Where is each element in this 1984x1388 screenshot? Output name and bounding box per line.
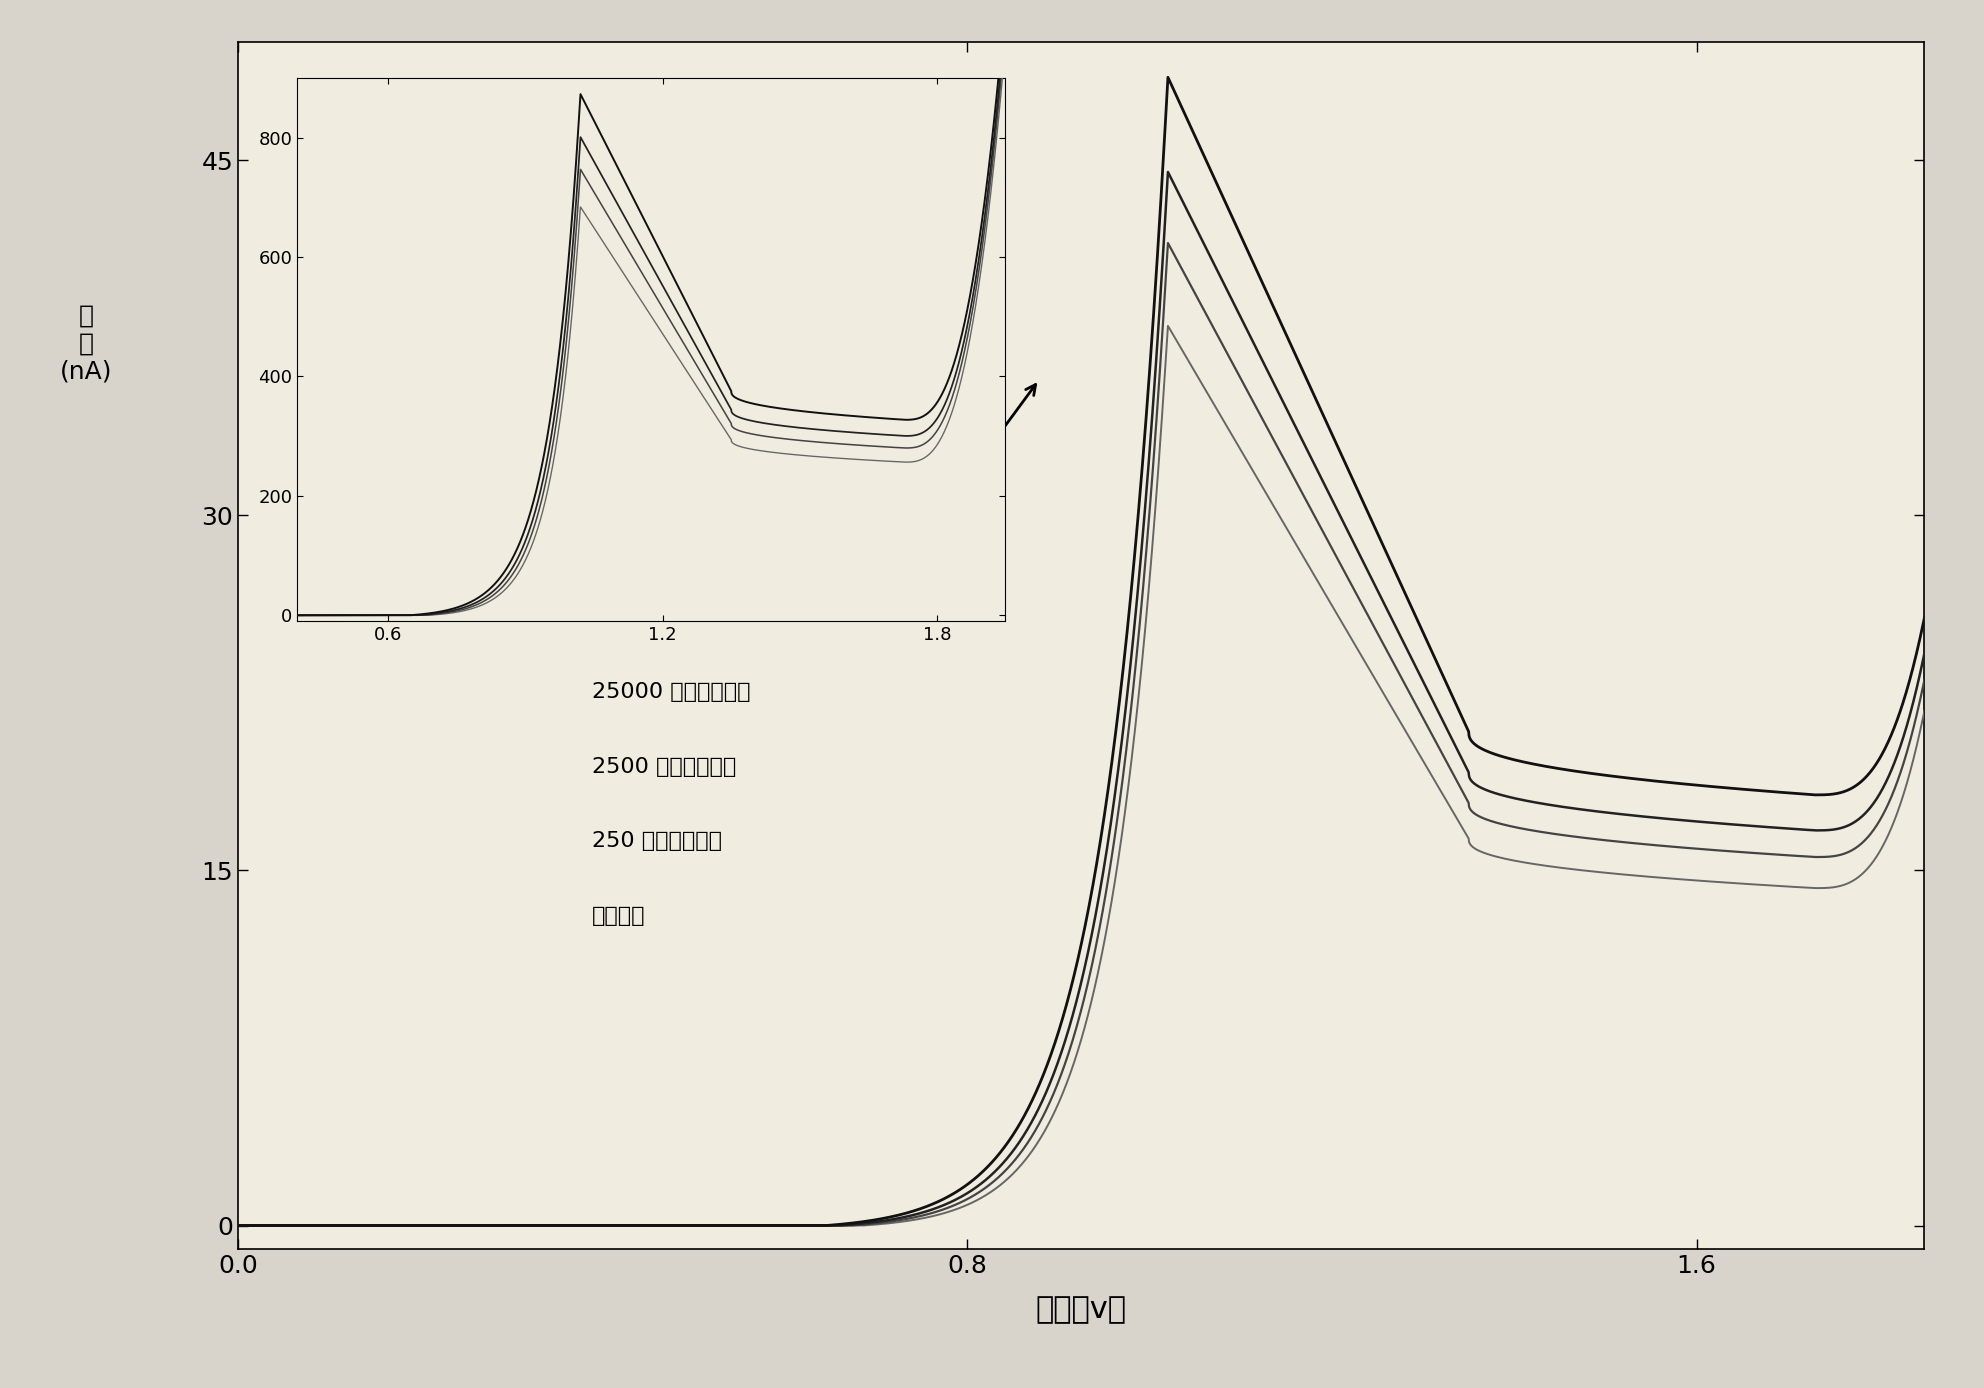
Text: 暗背景。: 暗背景。 — [591, 906, 645, 926]
Text: 电
流
(nA): 电 流 (nA) — [60, 304, 113, 383]
Text: 250 个光子每秒。: 250 个光子每秒。 — [591, 831, 722, 851]
X-axis label: 电压（v）: 电压（v） — [1036, 1295, 1127, 1324]
Text: 25000 个光子每秒。: 25000 个光子每秒。 — [591, 682, 750, 702]
Text: 2500 个光子每秒。: 2500 个光子每秒。 — [591, 756, 736, 776]
